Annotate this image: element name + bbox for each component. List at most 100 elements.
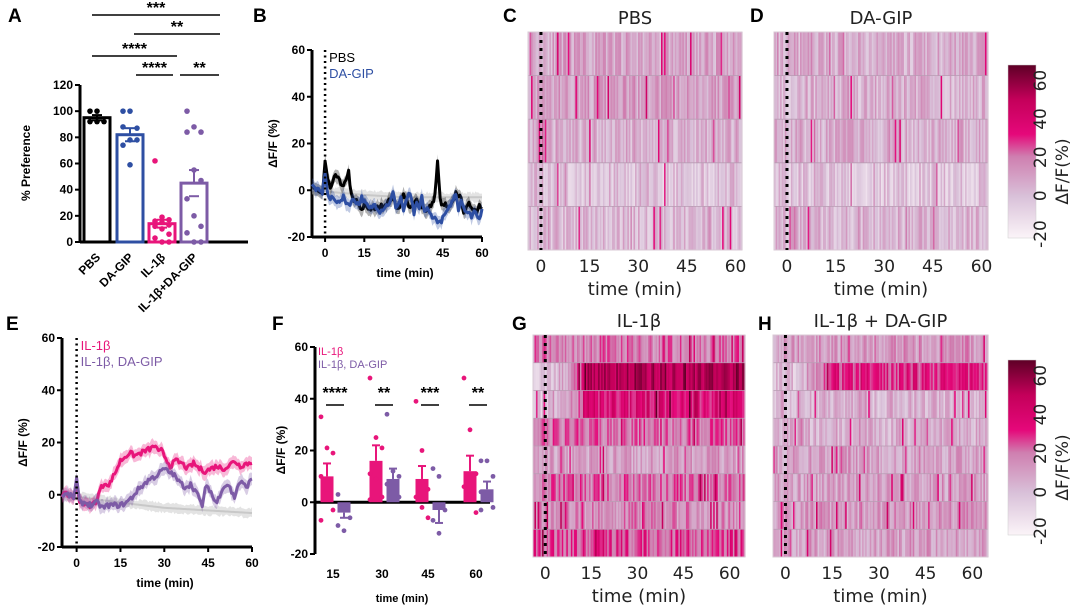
heatmap-cell xyxy=(882,119,885,163)
heatmap-cell xyxy=(942,119,945,163)
heatmap-cell xyxy=(554,529,557,557)
heatmap-cell xyxy=(551,390,554,419)
heatmap-cell xyxy=(592,119,595,163)
heatmap-cell xyxy=(573,335,576,363)
heatmap-cell xyxy=(608,446,611,474)
heatmap-cell xyxy=(923,32,926,76)
heatmap-cell xyxy=(738,390,742,419)
heatmap-cell xyxy=(623,335,626,363)
heatmap-cell xyxy=(648,501,651,530)
heatmap-cell xyxy=(853,162,856,207)
heatmap-cell xyxy=(876,206,879,250)
heatmap-cell xyxy=(593,32,596,76)
heatmap-cell xyxy=(964,529,968,557)
heatmap-cell xyxy=(550,32,554,76)
data-point xyxy=(367,375,373,381)
heatmap-cell xyxy=(922,75,925,120)
heatmap-cell xyxy=(552,162,555,207)
heatmap-cell xyxy=(914,473,917,502)
heatmap-cell xyxy=(566,206,569,250)
heatmap-cell xyxy=(699,390,702,419)
heatmap-cell xyxy=(660,335,663,363)
heatmap-cell xyxy=(731,75,734,120)
heatmap-cell xyxy=(726,473,729,502)
heatmap-cell xyxy=(607,362,610,391)
heatmap-cell xyxy=(583,206,586,250)
heatmap-cell xyxy=(939,32,942,76)
heatmap-cell xyxy=(829,501,832,530)
heatmap-cell xyxy=(621,75,624,120)
heatmap-cell xyxy=(958,75,962,120)
heatmap-cell xyxy=(867,32,870,76)
heatmap-cell xyxy=(889,473,892,502)
heatmap-cell xyxy=(880,418,883,446)
heatmap-cell xyxy=(593,206,596,250)
heatmap-cell xyxy=(719,75,722,120)
heatmap-cell xyxy=(681,446,684,474)
heatmap-cell xyxy=(615,119,618,163)
heatmap-cell xyxy=(532,206,535,250)
heatmap-cell xyxy=(919,75,922,120)
heatmap-cell xyxy=(722,162,725,207)
heatmap-cell xyxy=(791,335,794,363)
heatmap-cell xyxy=(557,446,560,474)
panel-label-a: A xyxy=(8,6,22,27)
heatmap-cell xyxy=(837,390,840,419)
heatmap-cell xyxy=(589,32,592,76)
heatmap-cell xyxy=(831,501,834,530)
heatmap-cell xyxy=(775,206,778,250)
heatmap-cell xyxy=(839,119,842,163)
heatmap-cell xyxy=(865,335,868,363)
heatmap-cell xyxy=(898,362,902,391)
heatmap-cell xyxy=(805,390,808,419)
heatmap-cell xyxy=(698,446,701,474)
heatmap-cell xyxy=(897,75,900,120)
heatmap-cell xyxy=(611,418,614,446)
heatmap-cell xyxy=(798,119,801,163)
heatmap-cell xyxy=(981,335,984,363)
heatmap-cell xyxy=(534,473,537,502)
heatmap-cell xyxy=(610,75,613,120)
heatmap-cell xyxy=(674,32,677,76)
heatmap-cell xyxy=(865,473,868,502)
heatmap-cell xyxy=(941,501,945,530)
y-tick-label: 0 xyxy=(301,495,308,509)
heatmap-cell xyxy=(842,473,845,502)
heatmap-cell xyxy=(971,119,974,163)
heatmap-cell xyxy=(836,162,839,207)
heatmap-cell xyxy=(813,206,816,250)
heatmap-cell xyxy=(802,529,805,557)
heatmap-cell xyxy=(573,418,576,446)
heatmap-cell xyxy=(575,473,578,502)
heatmap-cell xyxy=(686,119,690,163)
heatmap-cell xyxy=(566,529,569,557)
heatmap-cell xyxy=(660,206,664,250)
heatmap-cell xyxy=(908,390,911,419)
x-tick-label: 0 xyxy=(536,257,547,277)
heatmap-cell xyxy=(839,75,842,120)
heatmap-cell xyxy=(638,32,641,76)
heatmap-cell xyxy=(871,418,874,446)
heatmap-cell xyxy=(793,162,796,207)
heatmap-cell xyxy=(640,418,643,446)
heatmap-cell xyxy=(880,390,883,419)
heatmap-cell xyxy=(912,390,915,419)
heatmap-cell xyxy=(735,390,739,419)
heatmap-cell xyxy=(679,119,682,163)
heatmap-cell xyxy=(785,335,788,363)
heatmap-cell xyxy=(702,206,705,250)
heatmap-cell xyxy=(810,75,813,120)
heatmap-cell xyxy=(825,473,828,502)
heatmap-cell xyxy=(865,32,868,76)
heatmap-cell xyxy=(679,418,682,446)
heatmap-cell xyxy=(596,473,599,502)
heatmap-cell xyxy=(563,75,566,120)
heatmap-cell xyxy=(579,446,583,474)
heatmap-cell xyxy=(891,162,894,207)
data-point xyxy=(198,223,204,230)
heatmap-cell xyxy=(734,418,737,446)
heatmap-cell xyxy=(926,390,929,419)
heatmap-cell xyxy=(561,390,564,419)
heatmap-cell xyxy=(673,119,676,163)
heatmap-cell xyxy=(576,162,580,207)
